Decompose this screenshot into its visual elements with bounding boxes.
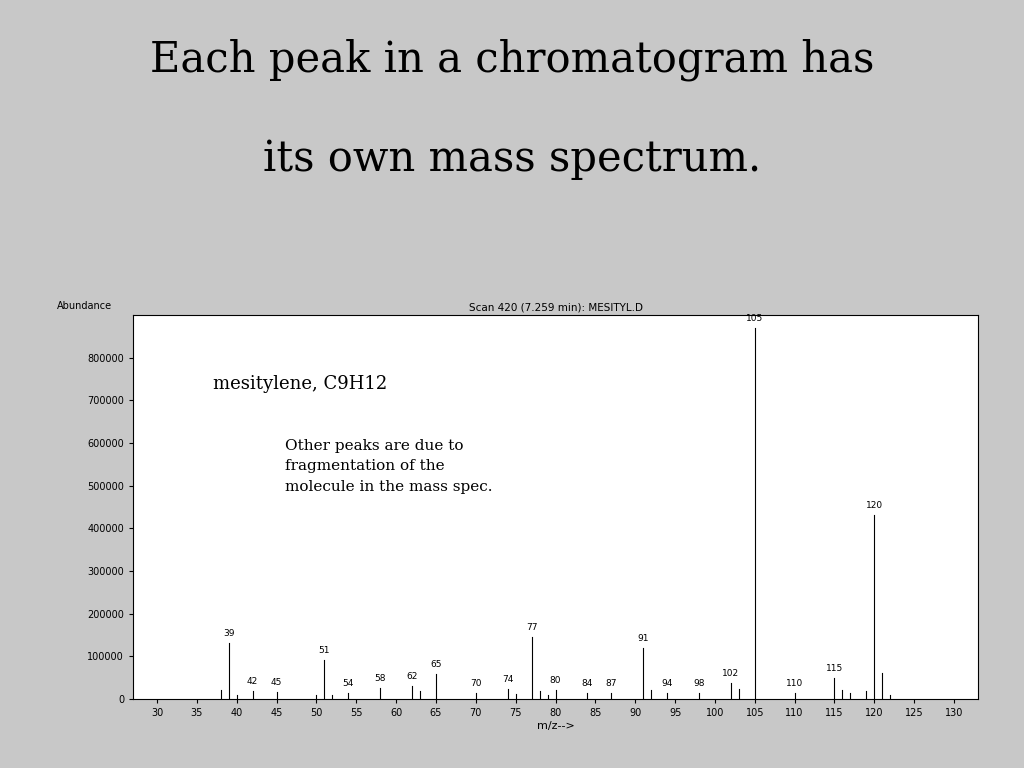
Text: Other peaks are due to
fragmentation of the
molecule in the mass spec.: Other peaks are due to fragmentation of … <box>285 439 493 494</box>
Text: 42: 42 <box>247 677 258 686</box>
Text: 115: 115 <box>825 664 843 674</box>
Text: Abundance: Abundance <box>57 301 113 311</box>
Text: 77: 77 <box>526 623 538 632</box>
Text: 45: 45 <box>271 678 283 687</box>
X-axis label: m/z-->: m/z--> <box>537 720 574 730</box>
Text: 84: 84 <box>582 679 593 688</box>
Text: 105: 105 <box>746 313 763 323</box>
Text: 70: 70 <box>470 679 481 688</box>
Text: 87: 87 <box>605 679 617 688</box>
Title: Scan 420 (7.259 min): MESITYL.D: Scan 420 (7.259 min): MESITYL.D <box>469 303 642 313</box>
Text: 65: 65 <box>430 660 441 669</box>
Text: Each peak in a chromatogram has: Each peak in a chromatogram has <box>150 38 874 81</box>
Text: 74: 74 <box>502 675 513 684</box>
Text: 94: 94 <box>662 679 673 688</box>
Text: 62: 62 <box>407 672 418 681</box>
Text: 54: 54 <box>343 679 354 688</box>
Text: 110: 110 <box>786 679 803 688</box>
Text: 120: 120 <box>865 502 883 510</box>
Text: 80: 80 <box>550 677 561 685</box>
Text: 39: 39 <box>223 629 234 638</box>
Text: 91: 91 <box>637 634 649 643</box>
Text: 102: 102 <box>722 669 739 677</box>
Text: mesitylene, C9H12: mesitylene, C9H12 <box>213 375 387 392</box>
Text: 98: 98 <box>693 679 705 688</box>
Text: 51: 51 <box>318 647 330 655</box>
Text: its own mass spectrum.: its own mass spectrum. <box>263 138 761 180</box>
Text: 58: 58 <box>375 674 386 683</box>
